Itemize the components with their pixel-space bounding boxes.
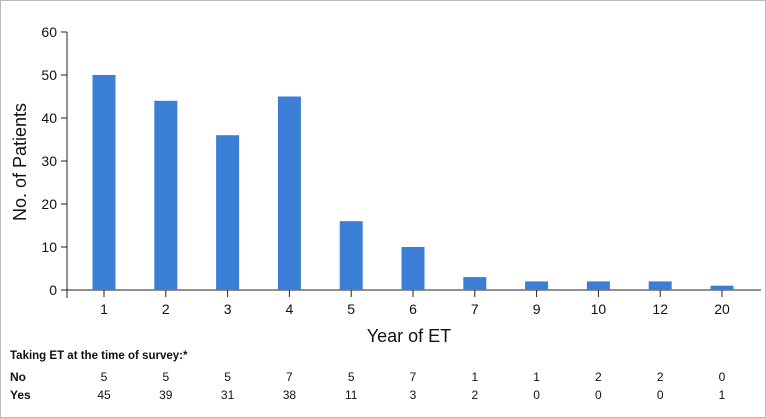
x-tick-label: 6 [409,301,417,317]
bar [277,96,301,290]
bars [92,75,734,290]
x-axis-title: Year of ET [367,326,451,346]
bar [463,277,487,290]
table-cell: 0 [595,388,602,402]
x-axis: 1 2 3 4 5 6 7 9 10 12 20 [67,289,761,317]
bar [339,221,363,290]
bar [154,100,178,290]
table-row-label: No [10,370,26,384]
bar [525,281,549,290]
y-tick-label: 20 [41,196,57,212]
table-cell: 1 [719,388,726,402]
y-tick-label: 30 [41,153,57,169]
table-cell: 3 [410,388,417,402]
table-cell: 5 [224,370,231,384]
x-tick-label: 3 [224,301,232,317]
bar [401,247,425,290]
table-cell: 5 [162,370,169,384]
table-cell: 7 [410,370,417,384]
table-cell: 7 [286,370,293,384]
bar [710,285,734,290]
x-tick-label: 5 [347,301,355,317]
table-cell: 45 [97,388,111,402]
table-cell: 2 [595,370,602,384]
x-tick-label: 4 [286,301,294,317]
table-cell: 39 [159,388,173,402]
table-cell: 1 [471,370,478,384]
table-title: Taking ET at the time of survey:* [10,350,188,362]
x-tick-label: 20 [714,301,730,317]
y-axis: 0 10 20 30 40 50 60 [41,24,68,298]
y-tick-label: 60 [41,24,57,40]
table-cell: 11 [345,388,358,402]
table-cell: 2 [471,388,478,402]
y-tick-label: 40 [41,110,57,126]
y-axis-title: No. of Patients [10,103,30,221]
table-cell: 5 [348,370,355,384]
table-cell: 0 [657,388,664,402]
table-row-label: Yes [10,388,31,402]
bar [648,281,672,290]
y-tick-label: 10 [41,239,57,255]
y-tick-label: 50 [41,67,57,83]
x-tick-label: 12 [652,301,668,317]
x-tick-label: 2 [162,301,170,317]
x-tick-label: 1 [100,301,108,317]
bar [586,281,610,290]
bar [216,135,240,290]
table-cell: 5 [101,370,108,384]
table-cell: 31 [221,388,235,402]
x-tick-label: 9 [533,301,541,317]
x-tick-label: 10 [591,301,607,317]
table-cell: 0 [533,388,540,402]
bar [92,75,116,290]
y-tick-label: 0 [49,282,57,298]
x-tick-label: 7 [471,301,479,317]
table-cell: 1 [533,370,540,384]
table-cell: 38 [283,388,297,402]
table-cell: 2 [657,370,664,384]
table-cell: 0 [719,370,726,384]
